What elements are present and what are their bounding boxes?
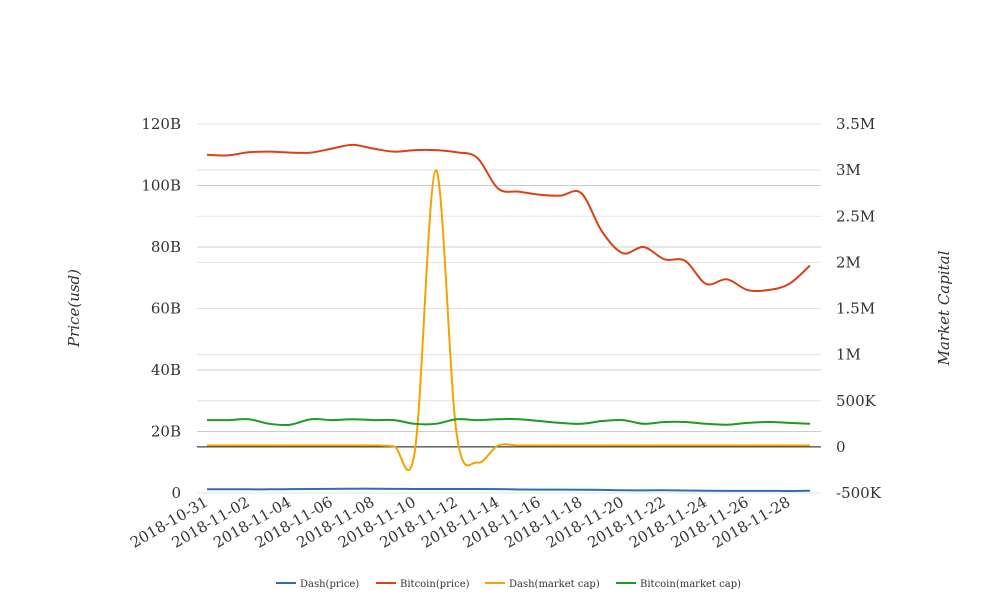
left-tick-label: 100B bbox=[141, 177, 181, 195]
right-tick-label: 1.5M bbox=[836, 300, 875, 318]
legend-label: Bitcoin(price) bbox=[400, 579, 470, 590]
grid-lines bbox=[197, 123, 821, 494]
left-tick-label: 20B bbox=[151, 423, 181, 441]
legend-label: Dash(market cap) bbox=[509, 579, 600, 590]
left-tick-label: 80B bbox=[151, 238, 181, 256]
series-line-bitcoin-price bbox=[206, 143, 811, 293]
left-axis-title: Price(usd) bbox=[65, 269, 83, 348]
legend-item-dash-price[interactable]: Dash(price) bbox=[276, 579, 359, 590]
legend-label: Bitcoin(market cap) bbox=[640, 579, 741, 590]
left-tick-label: 0 bbox=[171, 484, 181, 502]
right-tick-label: 2M bbox=[836, 253, 861, 271]
right-tick-label: 1M bbox=[836, 346, 861, 364]
right-tick-label: 2.5M bbox=[836, 207, 875, 225]
left-tick-label: 60B bbox=[151, 300, 181, 318]
right-axis-title: Market Capital bbox=[935, 250, 953, 366]
left-tick-label: 120B bbox=[141, 115, 181, 133]
x-axis-ticks: 2018-10-312018-11-022018-11-042018-11-06… bbox=[127, 493, 793, 552]
legend-label: Dash(price) bbox=[300, 579, 359, 590]
series-lines bbox=[206, 143, 811, 493]
series-line-dash-price bbox=[206, 487, 811, 493]
right-tick-label: 3M bbox=[836, 161, 861, 179]
legend-item-bitcoin-price[interactable]: Bitcoin(price) bbox=[376, 579, 470, 590]
right-tick-label: 0 bbox=[836, 438, 846, 456]
right-tick-label: -500K bbox=[836, 484, 882, 502]
left-tick-label: 40B bbox=[151, 361, 181, 379]
right-axis-ticks: -500K 0 500K 1M 1.5M 2M 2.5M 3M 3.5M bbox=[836, 115, 882, 502]
legend: Dash(price) Bitcoin(price) Dash(market cap… bbox=[276, 579, 741, 590]
series-line-bitcoin-market-cap bbox=[206, 418, 811, 427]
series-line-dash-market-cap bbox=[207, 169, 810, 471]
right-tick-label: 3.5M bbox=[836, 115, 875, 133]
left-axis-ticks: 0 20B 40B 60B 80B 100B 120B bbox=[141, 115, 181, 502]
right-tick-label: 500K bbox=[836, 392, 877, 410]
legend-item-dash-market-cap[interactable]: Dash(market cap) bbox=[485, 579, 600, 590]
legend-item-bitcoin-market-cap[interactable]: Bitcoin(market cap) bbox=[616, 579, 741, 590]
